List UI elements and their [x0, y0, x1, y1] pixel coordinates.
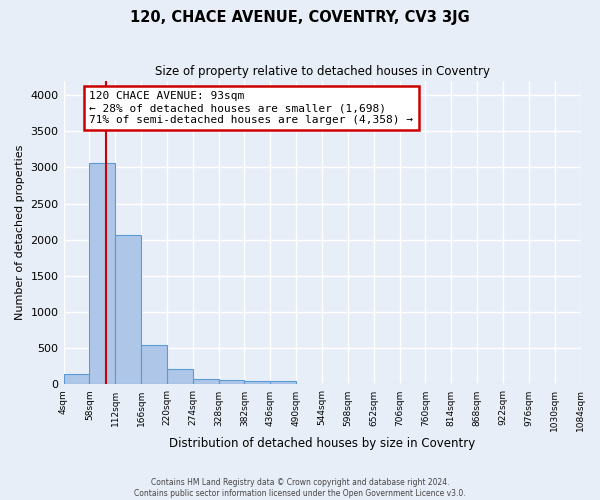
- Bar: [141, 345, 167, 385]
- Bar: [271, 381, 296, 384]
- Text: Contains HM Land Registry data © Crown copyright and database right 2024.
Contai: Contains HM Land Registry data © Crown c…: [134, 478, 466, 498]
- Bar: [64, 374, 89, 384]
- Y-axis label: Number of detached properties: Number of detached properties: [15, 145, 25, 320]
- Bar: [193, 379, 218, 384]
- Bar: [89, 163, 115, 384]
- Bar: [244, 381, 271, 384]
- Bar: [218, 380, 244, 384]
- Bar: [115, 236, 141, 384]
- Text: 120 CHACE AVENUE: 93sqm
← 28% of detached houses are smaller (1,698)
71% of semi: 120 CHACE AVENUE: 93sqm ← 28% of detache…: [89, 92, 413, 124]
- Title: Size of property relative to detached houses in Coventry: Size of property relative to detached ho…: [155, 65, 490, 78]
- Text: 120, CHACE AVENUE, COVENTRY, CV3 3JG: 120, CHACE AVENUE, COVENTRY, CV3 3JG: [130, 10, 470, 25]
- X-axis label: Distribution of detached houses by size in Coventry: Distribution of detached houses by size …: [169, 437, 475, 450]
- Bar: [167, 370, 193, 384]
